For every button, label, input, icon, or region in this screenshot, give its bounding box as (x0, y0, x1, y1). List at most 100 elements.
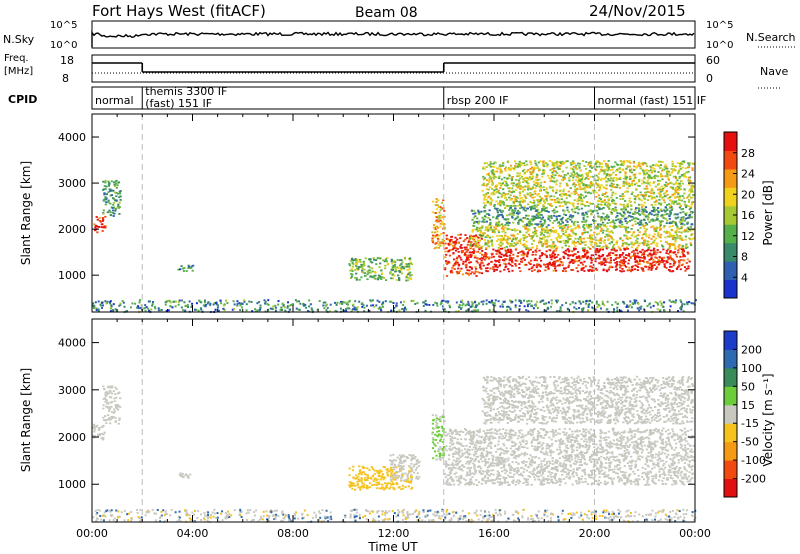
noise-pixel (282, 304, 285, 307)
data-cell (400, 259, 403, 262)
data-cell (432, 224, 436, 226)
data-cell (619, 260, 622, 263)
noise-pixel (384, 510, 387, 513)
data-cell (492, 162, 495, 165)
data-cell (593, 231, 596, 234)
data-cell (655, 230, 658, 233)
data-cell (582, 225, 585, 228)
data-cell (486, 179, 489, 182)
data-cell (477, 220, 480, 223)
data-cell (584, 186, 587, 189)
data-cell (484, 204, 487, 207)
data-cell (523, 243, 526, 245)
freq-label: Freq. (4, 53, 29, 64)
noise-pixel (220, 302, 223, 305)
data-cell (524, 235, 527, 238)
data-cell (352, 263, 355, 265)
data-cell (664, 210, 667, 213)
data-cell (662, 226, 665, 229)
data-cell (114, 182, 117, 185)
data-cell (528, 222, 531, 225)
data-cell (669, 186, 672, 188)
data-cell (634, 220, 637, 223)
noise-pixel (113, 517, 116, 520)
data-cell (519, 204, 522, 207)
data-cell (611, 266, 614, 269)
data-cell (504, 166, 508, 169)
noise-pixel (470, 300, 473, 303)
data-cell (479, 246, 482, 249)
data-cell (500, 227, 503, 230)
data-cell (466, 248, 469, 251)
noise-pixel (346, 301, 349, 304)
data-cell (684, 247, 688, 249)
data-cell (546, 191, 549, 194)
data-cell (554, 253, 557, 256)
data-cell (638, 172, 641, 175)
noise-pixel (506, 305, 509, 308)
data-cell (596, 186, 599, 189)
data-cell (633, 165, 636, 168)
data-cell (596, 183, 599, 185)
data-cell (510, 178, 513, 181)
noise-pixel (184, 509, 187, 512)
data-cell (474, 255, 477, 258)
data-cell (566, 235, 570, 238)
data-cell (549, 254, 552, 257)
data-cell (506, 255, 509, 257)
data-cell (103, 188, 106, 190)
data-cell (561, 264, 564, 267)
noise-pixel (527, 310, 530, 313)
data-cell (660, 202, 663, 205)
data-cell (561, 227, 564, 230)
data-cell (119, 199, 122, 201)
noise-pixel (633, 302, 636, 305)
data-cell (687, 162, 690, 165)
data-cell (679, 238, 682, 241)
data-cell (460, 251, 463, 254)
data-cell (506, 161, 509, 164)
noise-pixel (402, 307, 405, 310)
data-cell (399, 259, 402, 262)
data-cell (542, 172, 545, 174)
data-cell (502, 225, 505, 228)
noise-pixel (239, 309, 242, 312)
data-cell (484, 236, 487, 239)
data-cell (607, 205, 610, 208)
colorbar-tick-label: 12 (741, 230, 755, 243)
data-cell (666, 175, 669, 177)
data-cell (573, 224, 576, 227)
data-cell (666, 248, 670, 251)
data-cell (650, 258, 653, 260)
data-cell (576, 270, 579, 273)
data-cell (431, 231, 434, 234)
data-cell (393, 265, 396, 267)
noise-pixel (319, 512, 322, 515)
data-cell (603, 196, 607, 198)
data-cell (488, 228, 491, 231)
data-cell (531, 202, 534, 204)
noise-pixel (326, 306, 329, 309)
noise-pixel (532, 307, 535, 310)
data-cell (507, 168, 510, 170)
noise-pixel (215, 302, 218, 305)
data-cell (450, 239, 453, 241)
data-cell (113, 181, 116, 184)
data-cell (487, 217, 490, 219)
noise-pixel (601, 515, 604, 518)
noise-pixel (202, 304, 205, 307)
data-cell (594, 205, 597, 208)
data-cell (612, 239, 615, 241)
data-cell (489, 218, 492, 221)
data-cell (686, 251, 689, 254)
data-cell (678, 177, 681, 180)
data-cell (493, 174, 496, 177)
data-cell (519, 162, 522, 164)
data-cell (674, 189, 677, 192)
data-cell (542, 163, 545, 165)
data-cell (522, 244, 525, 246)
data-cell (477, 222, 480, 225)
data-cell (546, 241, 549, 243)
data-cell (642, 270, 645, 272)
data-cell (571, 231, 574, 233)
